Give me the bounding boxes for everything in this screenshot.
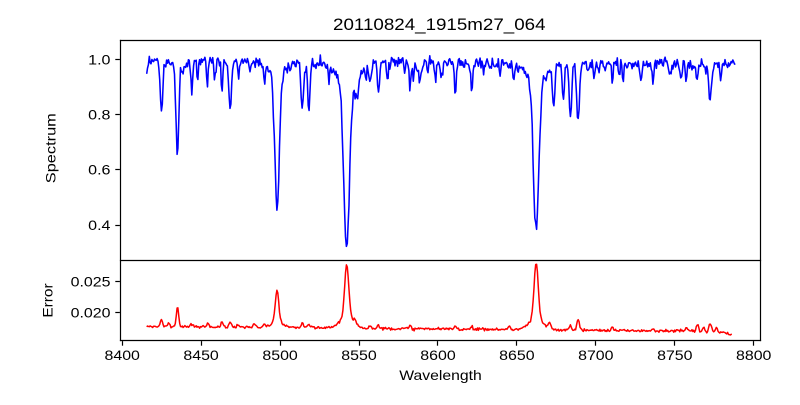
svg-text:8700: 8700 <box>578 347 614 363</box>
svg-text:1.0: 1.0 <box>88 51 111 67</box>
svg-text:8600: 8600 <box>420 347 456 363</box>
svg-text:8800: 8800 <box>736 347 772 363</box>
svg-text:Error: Error <box>40 283 56 318</box>
svg-text:0.025: 0.025 <box>71 274 111 290</box>
svg-text:8750: 8750 <box>657 347 693 363</box>
svg-text:8500: 8500 <box>262 347 298 363</box>
svg-text:0.6: 0.6 <box>88 162 111 178</box>
svg-text:20110824_1915m27_064: 20110824_1915m27_064 <box>333 15 546 34</box>
svg-text:0.020: 0.020 <box>71 304 111 320</box>
svg-text:Wavelength: Wavelength <box>399 367 482 383</box>
svg-text:Spectrum: Spectrum <box>42 113 58 183</box>
svg-text:8650: 8650 <box>499 347 535 363</box>
svg-text:0.4: 0.4 <box>88 217 111 233</box>
svg-text:8400: 8400 <box>105 347 141 363</box>
svg-text:8450: 8450 <box>183 347 219 363</box>
svg-text:8550: 8550 <box>341 347 377 363</box>
svg-text:0.8: 0.8 <box>88 107 111 123</box>
